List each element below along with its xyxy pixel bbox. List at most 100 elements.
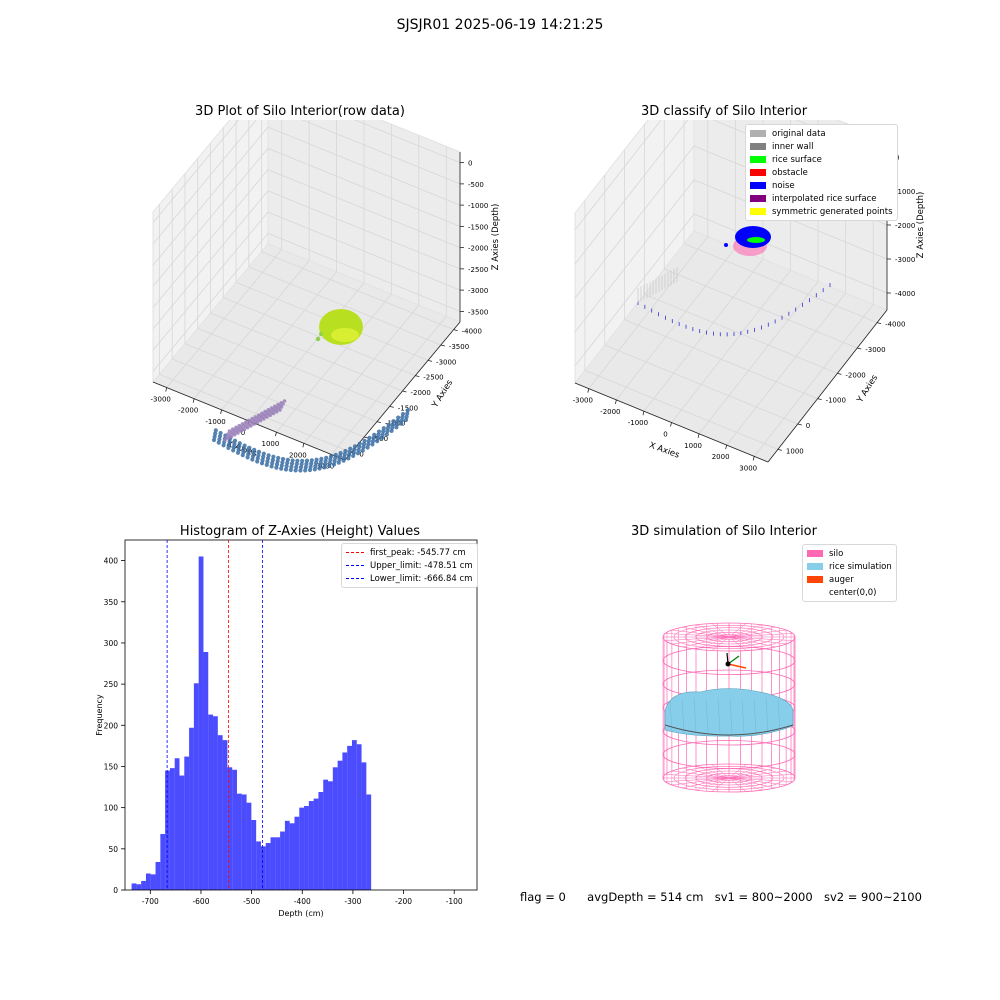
y-axis-label: Y Axies — [430, 378, 456, 411]
arc-point — [390, 425, 395, 430]
arc-point — [328, 457, 333, 462]
legend-swatch — [346, 565, 364, 566]
avg-depth-text: avgDepth = 514 cm — [587, 890, 704, 904]
arc-point — [227, 439, 232, 444]
legend-swatch — [807, 563, 823, 570]
z-tick-label: -3000 — [468, 287, 488, 295]
arc-point — [235, 450, 241, 455]
arc-point — [333, 455, 338, 461]
grid-line — [223, 297, 416, 377]
x-tick — [220, 409, 222, 414]
arc-point — [346, 453, 352, 458]
arc-point — [376, 429, 382, 434]
arc-point — [250, 457, 255, 462]
upper-point — [249, 424, 253, 428]
x-tick-label: -500 — [243, 897, 260, 906]
y-tick-label: -3000 — [865, 346, 885, 354]
histogram-bar — [304, 806, 309, 890]
histogram-bar — [131, 883, 137, 890]
arc-point — [372, 432, 377, 437]
flag-text: flag = 0 — [520, 890, 566, 904]
grid-line — [210, 312, 403, 392]
arc-point — [269, 464, 274, 469]
arc-point — [380, 432, 385, 437]
y-tick — [777, 448, 783, 451]
legend-swatch — [346, 552, 364, 553]
silo-floor-spoke — [728, 774, 793, 779]
arc-point — [352, 447, 357, 452]
simulation-panel-title: 3D simulation of Silo Interior — [631, 524, 817, 539]
rice-mesh-line — [753, 698, 757, 734]
arc-point — [270, 457, 275, 463]
legend-swatch — [750, 208, 766, 215]
silo-roof-spoke — [728, 624, 763, 638]
arc-point — [285, 460, 290, 466]
arc-point — [357, 441, 362, 446]
silo-roof-spoke — [728, 629, 787, 638]
figure-title: SJSJR01 2025-06-19 14:21:25 — [396, 17, 604, 33]
silo-roof-spoke — [711, 636, 730, 651]
upper-point — [242, 427, 247, 432]
histogram-bar — [284, 820, 290, 890]
silo-floor-spoke — [728, 777, 763, 791]
arc-point — [221, 443, 226, 448]
arc-point — [256, 449, 262, 454]
x-tick-label: -2000 — [178, 407, 198, 415]
arc-point — [252, 447, 257, 453]
arc-point — [274, 462, 280, 467]
arc-point — [276, 455, 281, 461]
grid-line — [574, 213, 888, 367]
legend-item-upper-limit: Upper_limit: -478.51 cm — [342, 559, 477, 572]
x-tick-label: -3000 — [151, 396, 171, 404]
histogram-bar — [342, 752, 348, 890]
arc-point — [261, 454, 266, 459]
arc-point — [236, 447, 241, 452]
histogram-bar — [366, 794, 372, 890]
y-tick — [857, 347, 862, 350]
upper-point — [279, 405, 284, 409]
y-tick-label: 0 — [359, 450, 363, 458]
z-tick-label: -2000 — [468, 245, 488, 253]
grid-line — [664, 268, 858, 349]
z-tick-label: -500 — [468, 181, 484, 189]
silo-floor-spoke — [671, 770, 730, 779]
arc-point — [259, 461, 265, 466]
y-tick-label: -3000 — [436, 358, 456, 366]
rice-mesh-line — [693, 697, 697, 734]
arc-point — [342, 455, 347, 460]
center-point — [725, 661, 731, 667]
y-tick-label: 0 — [806, 422, 810, 430]
x-tick-label: -300 — [344, 897, 361, 906]
legend-item-inner-wall: inner wall — [746, 140, 897, 153]
histogram-bar — [260, 846, 266, 890]
silo-floor-spoke — [682, 777, 730, 789]
y-tick-label: -4000 — [462, 328, 482, 336]
arc-point — [303, 465, 308, 470]
arc-point — [341, 458, 346, 463]
arc-point — [337, 457, 342, 462]
arc-point — [314, 457, 319, 462]
histogram-bar — [251, 820, 257, 890]
x-tick-label: 1000 — [684, 442, 702, 450]
arc-point — [289, 464, 294, 469]
histogram-bar — [280, 831, 285, 890]
y-tick-label: -4000 — [885, 321, 905, 329]
arc-point — [328, 454, 334, 459]
arc-point — [365, 445, 370, 450]
arc-point — [362, 438, 367, 443]
arc-point — [324, 455, 329, 460]
legend-item-lower-limit: Lower_limit: -666.84 cm — [342, 572, 477, 585]
grid-line — [152, 232, 461, 372]
x-tick — [725, 444, 728, 450]
histogram-bar — [169, 768, 175, 890]
arc-point — [270, 461, 275, 466]
arc-point — [211, 437, 217, 443]
arc-point — [384, 432, 389, 437]
arc-point — [294, 461, 299, 467]
legend-item-auger: auger — [803, 573, 896, 586]
y-tick-label: 50 — [108, 845, 118, 854]
histogram-bar — [270, 837, 276, 890]
arc-point — [218, 430, 223, 436]
legend-swatch — [750, 143, 766, 150]
arc-point — [300, 458, 305, 464]
